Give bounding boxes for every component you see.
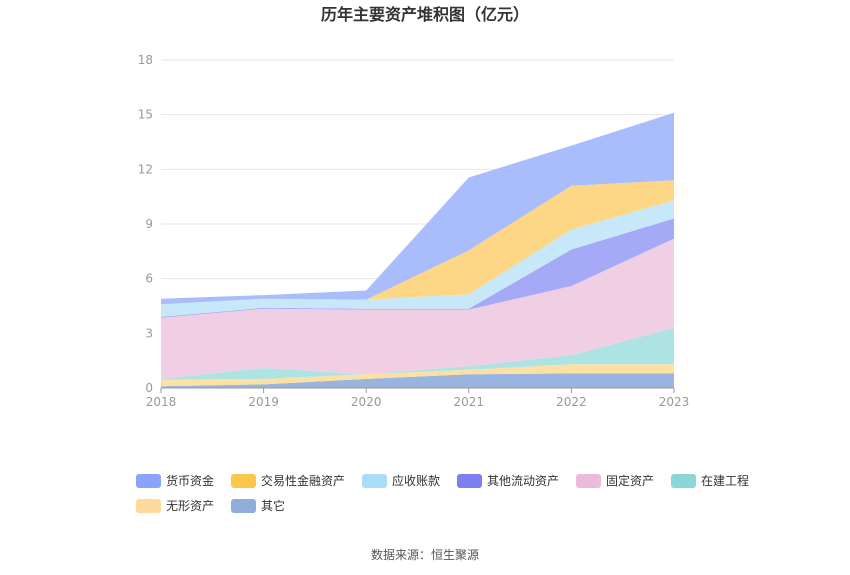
legend-swatch xyxy=(231,499,256,513)
area-series-7 xyxy=(161,112,674,305)
legend-label: 其它 xyxy=(261,498,285,513)
legend-swatch xyxy=(457,474,482,488)
legend-label: 应收账款 xyxy=(392,473,440,488)
legend-item[interactable]: 其它 xyxy=(231,498,285,513)
legend-label: 交易性金融资产 xyxy=(261,473,345,488)
area-series-3 xyxy=(161,238,674,379)
y-tick-label: 9 xyxy=(145,217,153,231)
area-series-2 xyxy=(161,327,674,380)
x-tick-label: 2022 xyxy=(556,395,587,409)
legend-label: 在建工程 xyxy=(701,473,749,488)
legend-label: 固定资产 xyxy=(606,473,654,488)
chart-title: 历年主要资产堆积图（亿元） xyxy=(321,5,529,24)
legend-label: 其他流动资产 xyxy=(487,474,559,488)
legend-label: 货币资金 xyxy=(166,473,214,488)
legend-item[interactable]: 其他流动资产 xyxy=(457,474,559,488)
x-tick-label: 2020 xyxy=(351,395,382,409)
area-series-5 xyxy=(161,200,674,317)
legend-item[interactable]: 无形资产 xyxy=(136,499,214,513)
source-note: 数据来源：恒生聚源 xyxy=(371,547,479,562)
area-series-6 xyxy=(161,180,674,305)
axis: 0 3 6 9 12 15 18 2018 2019 2020 2021 2022 2023 xyxy=(138,53,690,409)
y-tick-label: 15 xyxy=(138,108,153,122)
x-tick-label: 2018 xyxy=(146,395,177,409)
legend-swatch xyxy=(576,474,601,488)
y-tick-label: 6 xyxy=(145,272,153,286)
y-tick-label: 18 xyxy=(138,53,153,67)
legend-label: 无形资产 xyxy=(166,499,214,513)
area-series-4 xyxy=(161,218,674,318)
area-series-0 xyxy=(161,373,674,388)
x-tick-label: 2021 xyxy=(454,395,485,409)
legend-swatch xyxy=(136,474,161,488)
legend-item[interactable]: 货币资金 xyxy=(136,473,214,488)
legend-swatch xyxy=(362,474,387,488)
legend-swatch xyxy=(136,499,161,513)
legend-item[interactable]: 在建工程 xyxy=(671,473,749,488)
x-tick-label: 2019 xyxy=(248,395,279,409)
legend-item[interactable]: 固定资产 xyxy=(576,473,654,488)
area-series xyxy=(161,112,674,388)
legend-swatch xyxy=(231,474,256,488)
area-series-1 xyxy=(161,364,674,387)
y-tick-label: 0 xyxy=(145,381,153,395)
y-tick-label: 12 xyxy=(138,162,153,176)
y-tick-label: 3 xyxy=(145,326,153,340)
x-tick-label: 2023 xyxy=(659,395,690,409)
legend-swatch xyxy=(671,474,696,488)
legend-item[interactable]: 应收账款 xyxy=(362,473,440,488)
legend-item[interactable]: 交易性金融资产 xyxy=(231,473,345,488)
